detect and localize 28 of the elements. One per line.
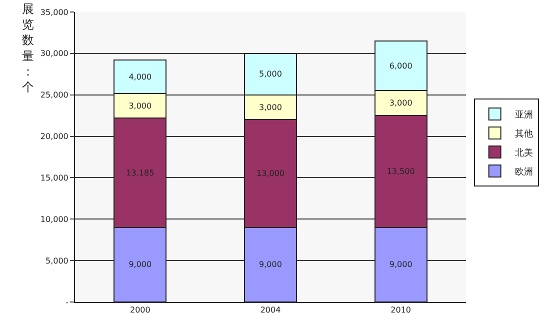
legend-label: 其他 xyxy=(514,128,533,140)
data-label: 13,500 xyxy=(386,167,415,176)
y-tick-label: 35,000 xyxy=(40,8,68,17)
legend-label: 北美 xyxy=(514,148,533,159)
data-label: 13,185 xyxy=(126,168,154,178)
legend-label: 亚洲 xyxy=(514,110,533,121)
y-axis-title: 展览数量：个 xyxy=(22,2,34,94)
y-tick-label: 15,000 xyxy=(40,174,68,183)
x-tick-label: 2000 xyxy=(130,306,150,315)
x-tick-label: 2004 xyxy=(260,306,281,315)
data-label: 3,000 xyxy=(389,98,412,108)
y-tick-label: 20,000 xyxy=(40,132,68,142)
y-tick-label: - xyxy=(66,298,69,307)
data-label: 6,000 xyxy=(389,61,412,70)
y-tick-label: 5,000 xyxy=(45,256,68,266)
data-label: 9,000 xyxy=(259,260,282,270)
data-label: 9,000 xyxy=(389,260,412,270)
data-label: 3,000 xyxy=(128,101,152,110)
legend-label: 欧洲 xyxy=(514,166,533,178)
x-tick-label: 2010 xyxy=(390,306,412,315)
y-tick-label: 30,000 xyxy=(40,49,68,58)
y-tick-label: 25,000 xyxy=(40,90,68,100)
data-label: 9,000 xyxy=(128,260,152,270)
y-tick-label: 10,000 xyxy=(40,214,68,224)
data-label: 3,000 xyxy=(259,102,282,112)
data-label: 5,000 xyxy=(259,70,282,79)
data-label: 4,000 xyxy=(128,72,152,82)
data-label: 13,000 xyxy=(256,169,284,178)
